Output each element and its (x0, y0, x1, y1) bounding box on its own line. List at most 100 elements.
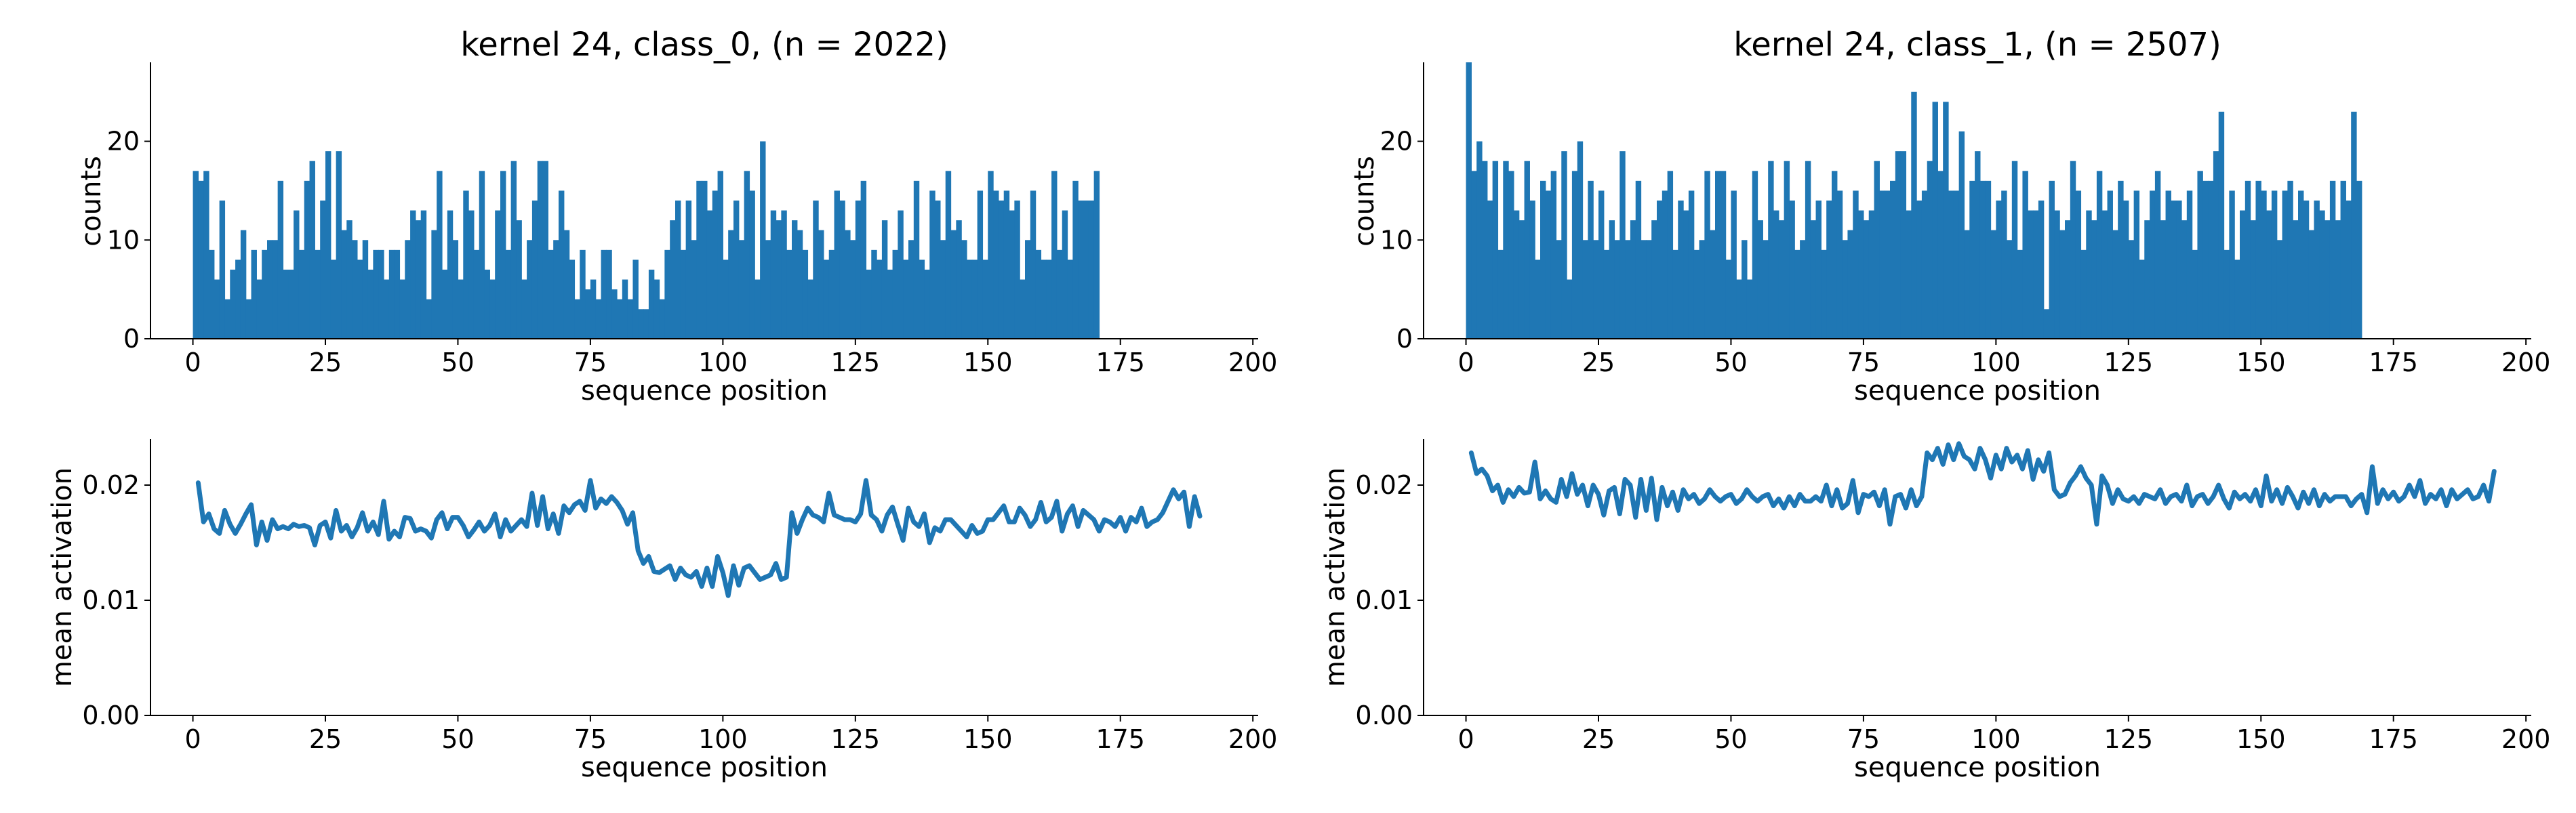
bar (845, 230, 851, 339)
y-axis-label: mean activation (47, 467, 78, 687)
bar (2276, 240, 2283, 339)
bar (1603, 249, 1610, 339)
bar (362, 240, 369, 339)
bar (786, 249, 792, 339)
bar (590, 279, 597, 339)
bar (1921, 190, 1928, 339)
bar (1890, 180, 1896, 339)
bar (2144, 220, 2150, 339)
x-tick-label: 0 (184, 348, 201, 377)
bar (288, 270, 294, 339)
bar (1969, 180, 1975, 339)
bar (2234, 259, 2240, 339)
bar (1742, 240, 1748, 339)
bar (834, 190, 840, 339)
bar (569, 259, 576, 339)
bar (1958, 131, 1965, 339)
bar (2250, 220, 2257, 339)
bar (2266, 210, 2272, 339)
x-tick-label: 100 (1971, 724, 2021, 754)
bar (2208, 180, 2214, 339)
bar (924, 270, 930, 339)
x-tick-label: 175 (2369, 724, 2418, 754)
x-axis-label: sequence position (1854, 375, 2101, 406)
x-tick-label: 150 (2236, 348, 2286, 377)
bar (1996, 201, 2002, 339)
bar (1093, 171, 1100, 339)
bar (988, 171, 994, 339)
bar (2038, 201, 2045, 339)
bar (935, 201, 941, 339)
bar (1746, 279, 1753, 339)
bar (521, 279, 527, 339)
bar (1874, 161, 1880, 339)
x-tick-label: 25 (1582, 724, 1615, 754)
bar (1667, 171, 1674, 339)
bar (1513, 210, 1520, 339)
bar (1046, 259, 1052, 339)
bar (1789, 201, 1795, 339)
bar (1937, 171, 1944, 339)
bar (1794, 249, 1800, 339)
bar (871, 249, 877, 339)
bar (738, 240, 745, 339)
bar (559, 190, 565, 339)
x-tick-label: 100 (698, 724, 748, 754)
bar (971, 259, 978, 339)
bar (548, 249, 554, 339)
bar (2346, 201, 2352, 339)
bar (892, 249, 898, 339)
bar (1545, 190, 1552, 339)
bar (198, 180, 204, 339)
bar (1518, 220, 1525, 339)
bar (1699, 240, 1705, 339)
bar (2160, 220, 2167, 339)
bar (304, 180, 310, 339)
bar (405, 240, 411, 339)
x-tick-label: 175 (1095, 348, 1145, 377)
bar (1885, 190, 1891, 339)
bar (627, 299, 634, 339)
bar (399, 279, 405, 339)
bar (516, 220, 522, 339)
y-tick-label: 0.00 (82, 701, 140, 730)
x-tick-label: 175 (2369, 348, 2418, 377)
bar (1571, 171, 1578, 339)
bar (384, 279, 390, 339)
bar (2181, 220, 2188, 339)
bar (1826, 201, 1832, 339)
bar (781, 210, 787, 339)
bar (1736, 279, 1742, 339)
bar (813, 201, 819, 339)
x-tick-label: 50 (441, 348, 474, 377)
y-tick-label: 0 (123, 324, 140, 354)
bar (2070, 161, 2076, 339)
bar (807, 279, 813, 339)
bar (595, 299, 602, 339)
bar (2133, 190, 2140, 339)
bar (283, 270, 289, 339)
bar (1906, 210, 1912, 339)
bar (315, 249, 321, 339)
bar (1529, 201, 1535, 339)
bar (1550, 171, 1557, 339)
bar (1593, 240, 1599, 339)
bar (500, 171, 506, 339)
bar (1567, 279, 1573, 339)
bar (2192, 249, 2198, 339)
bar (309, 161, 315, 339)
bar (977, 190, 984, 339)
bar (1863, 220, 1870, 339)
bar (1561, 151, 1567, 339)
bar (2096, 171, 2103, 339)
bar (458, 279, 464, 339)
bar (2202, 180, 2209, 339)
bar (1858, 210, 1864, 339)
bar (1768, 161, 1774, 339)
y-tick-label: 10 (1380, 225, 1413, 255)
bar (2271, 190, 2278, 339)
bar (2340, 180, 2346, 339)
bar (2118, 180, 2124, 339)
bar (1582, 240, 1588, 339)
bar (706, 210, 713, 339)
